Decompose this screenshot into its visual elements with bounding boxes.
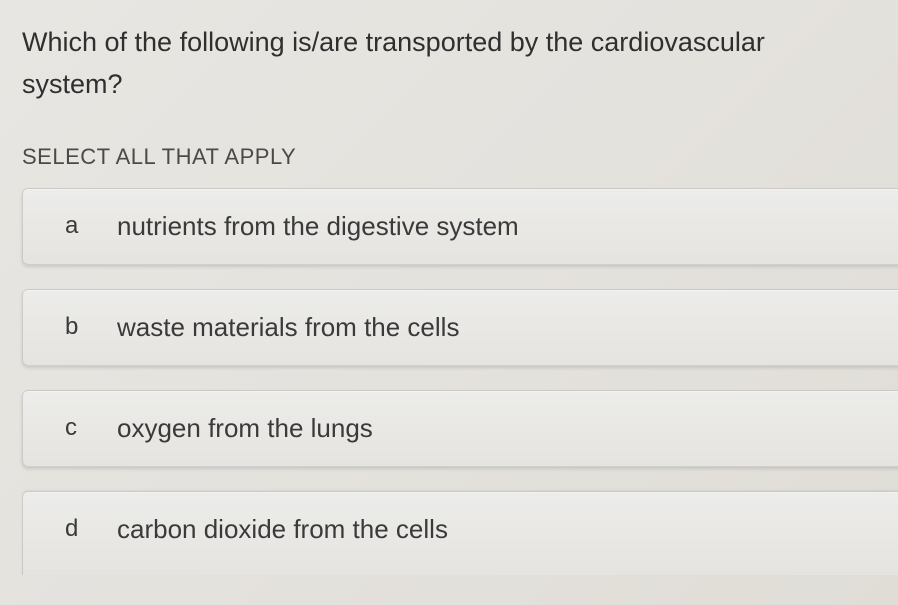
option-letter: c — [65, 414, 87, 442]
option-b[interactable]: b waste materials from the cells — [22, 289, 898, 366]
option-text: nutrients from the digestive system — [117, 211, 519, 242]
question-text: Which of the following is/are transporte… — [22, 22, 898, 106]
option-text: oxygen from the lungs — [117, 413, 373, 444]
option-a[interactable]: a nutrients from the digestive system — [22, 188, 898, 265]
option-letter: b — [65, 313, 87, 341]
option-text: carbon dioxide from the cells — [117, 514, 448, 545]
option-c[interactable]: c oxygen from the lungs — [22, 390, 898, 467]
options-list: a nutrients from the digestive system b … — [22, 188, 898, 565]
option-text: waste materials from the cells — [117, 312, 459, 343]
option-letter: d — [65, 515, 87, 543]
instruction-text: SELECT ALL THAT APPLY — [22, 144, 898, 170]
option-letter: a — [65, 212, 87, 240]
option-d[interactable]: d carbon dioxide from the cells — [22, 491, 898, 575]
